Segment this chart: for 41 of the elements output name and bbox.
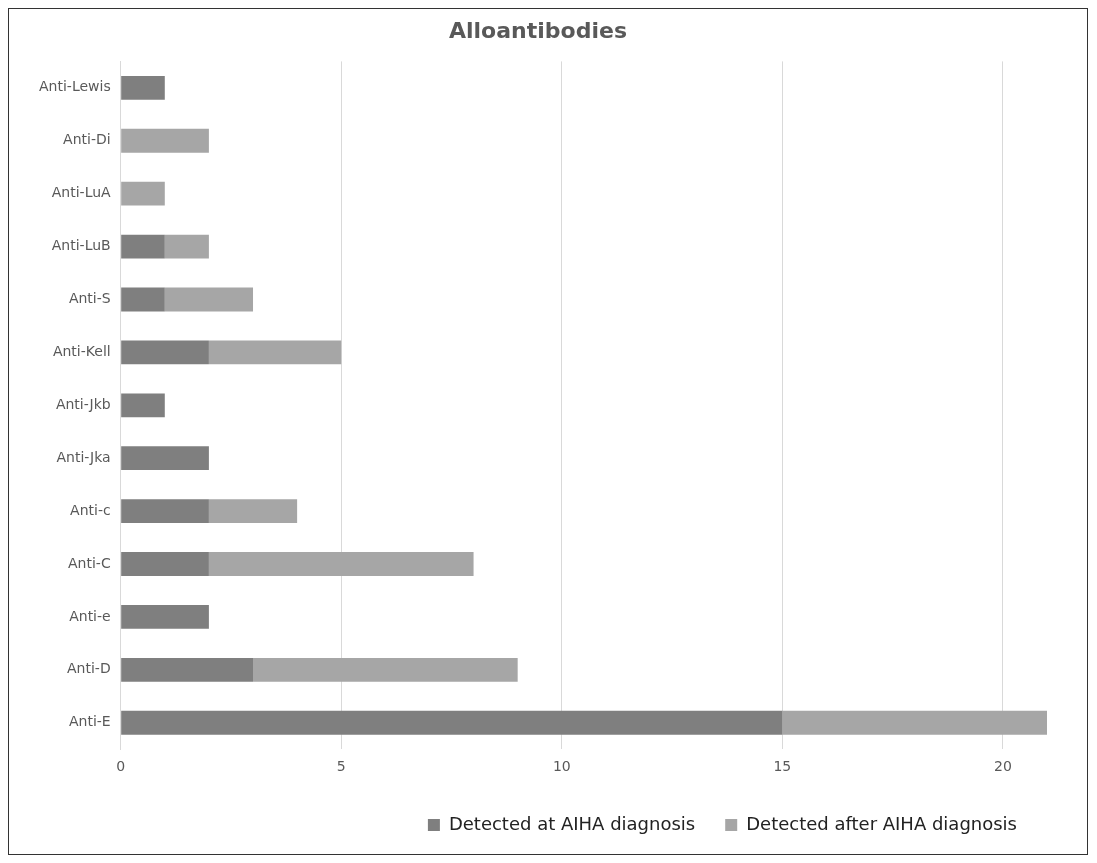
bar xyxy=(253,657,518,682)
y-tick-label: Anti-Lewis xyxy=(38,78,111,95)
x-tick-label: 0 xyxy=(116,758,126,775)
y-tick-label: Anti-Jka xyxy=(56,448,111,465)
y-tick-label: Anti-LuA xyxy=(51,184,112,201)
y-tick-label: Anti-LuB xyxy=(51,237,111,254)
bar xyxy=(121,657,254,682)
y-tick-label: Anti-C xyxy=(68,554,111,571)
x-tick-label: 5 xyxy=(336,758,346,775)
bar xyxy=(121,499,209,524)
bar xyxy=(121,287,165,312)
bar xyxy=(121,128,209,153)
x-tick-label: 20 xyxy=(993,758,1012,775)
bar xyxy=(121,340,209,365)
y-tick-label: Anti-S xyxy=(68,290,111,307)
y-tick-label: Anti-E xyxy=(68,713,111,730)
bar xyxy=(782,710,1047,735)
legend-label: Detected at AIHA diagnosis xyxy=(448,812,696,834)
bar xyxy=(121,552,209,576)
chart-title: Alloantibodies xyxy=(449,17,627,43)
bar xyxy=(208,552,474,576)
bar xyxy=(121,446,209,471)
y-tick-label: Anti-c xyxy=(70,501,111,518)
y-tick-label: Anti-D xyxy=(67,660,111,677)
legend-label: Detected after AIHA diagnosis xyxy=(746,812,1018,834)
y-tick-label: Anti-e xyxy=(69,607,111,624)
x-tick-label: 15 xyxy=(773,758,792,775)
bar xyxy=(121,710,783,735)
bar xyxy=(164,287,254,312)
bar xyxy=(121,393,165,418)
bar xyxy=(164,234,209,259)
x-tick-label: 10 xyxy=(552,758,571,775)
y-tick-label: Anti-Kell xyxy=(52,343,111,360)
y-tick-label: Anti-Di xyxy=(63,131,111,148)
y-tick-label: Anti-Jkb xyxy=(55,395,111,412)
bar xyxy=(121,605,209,629)
bar xyxy=(121,75,165,100)
bar xyxy=(208,499,298,524)
bar xyxy=(208,340,342,365)
bar xyxy=(121,234,165,259)
bar xyxy=(121,181,165,206)
